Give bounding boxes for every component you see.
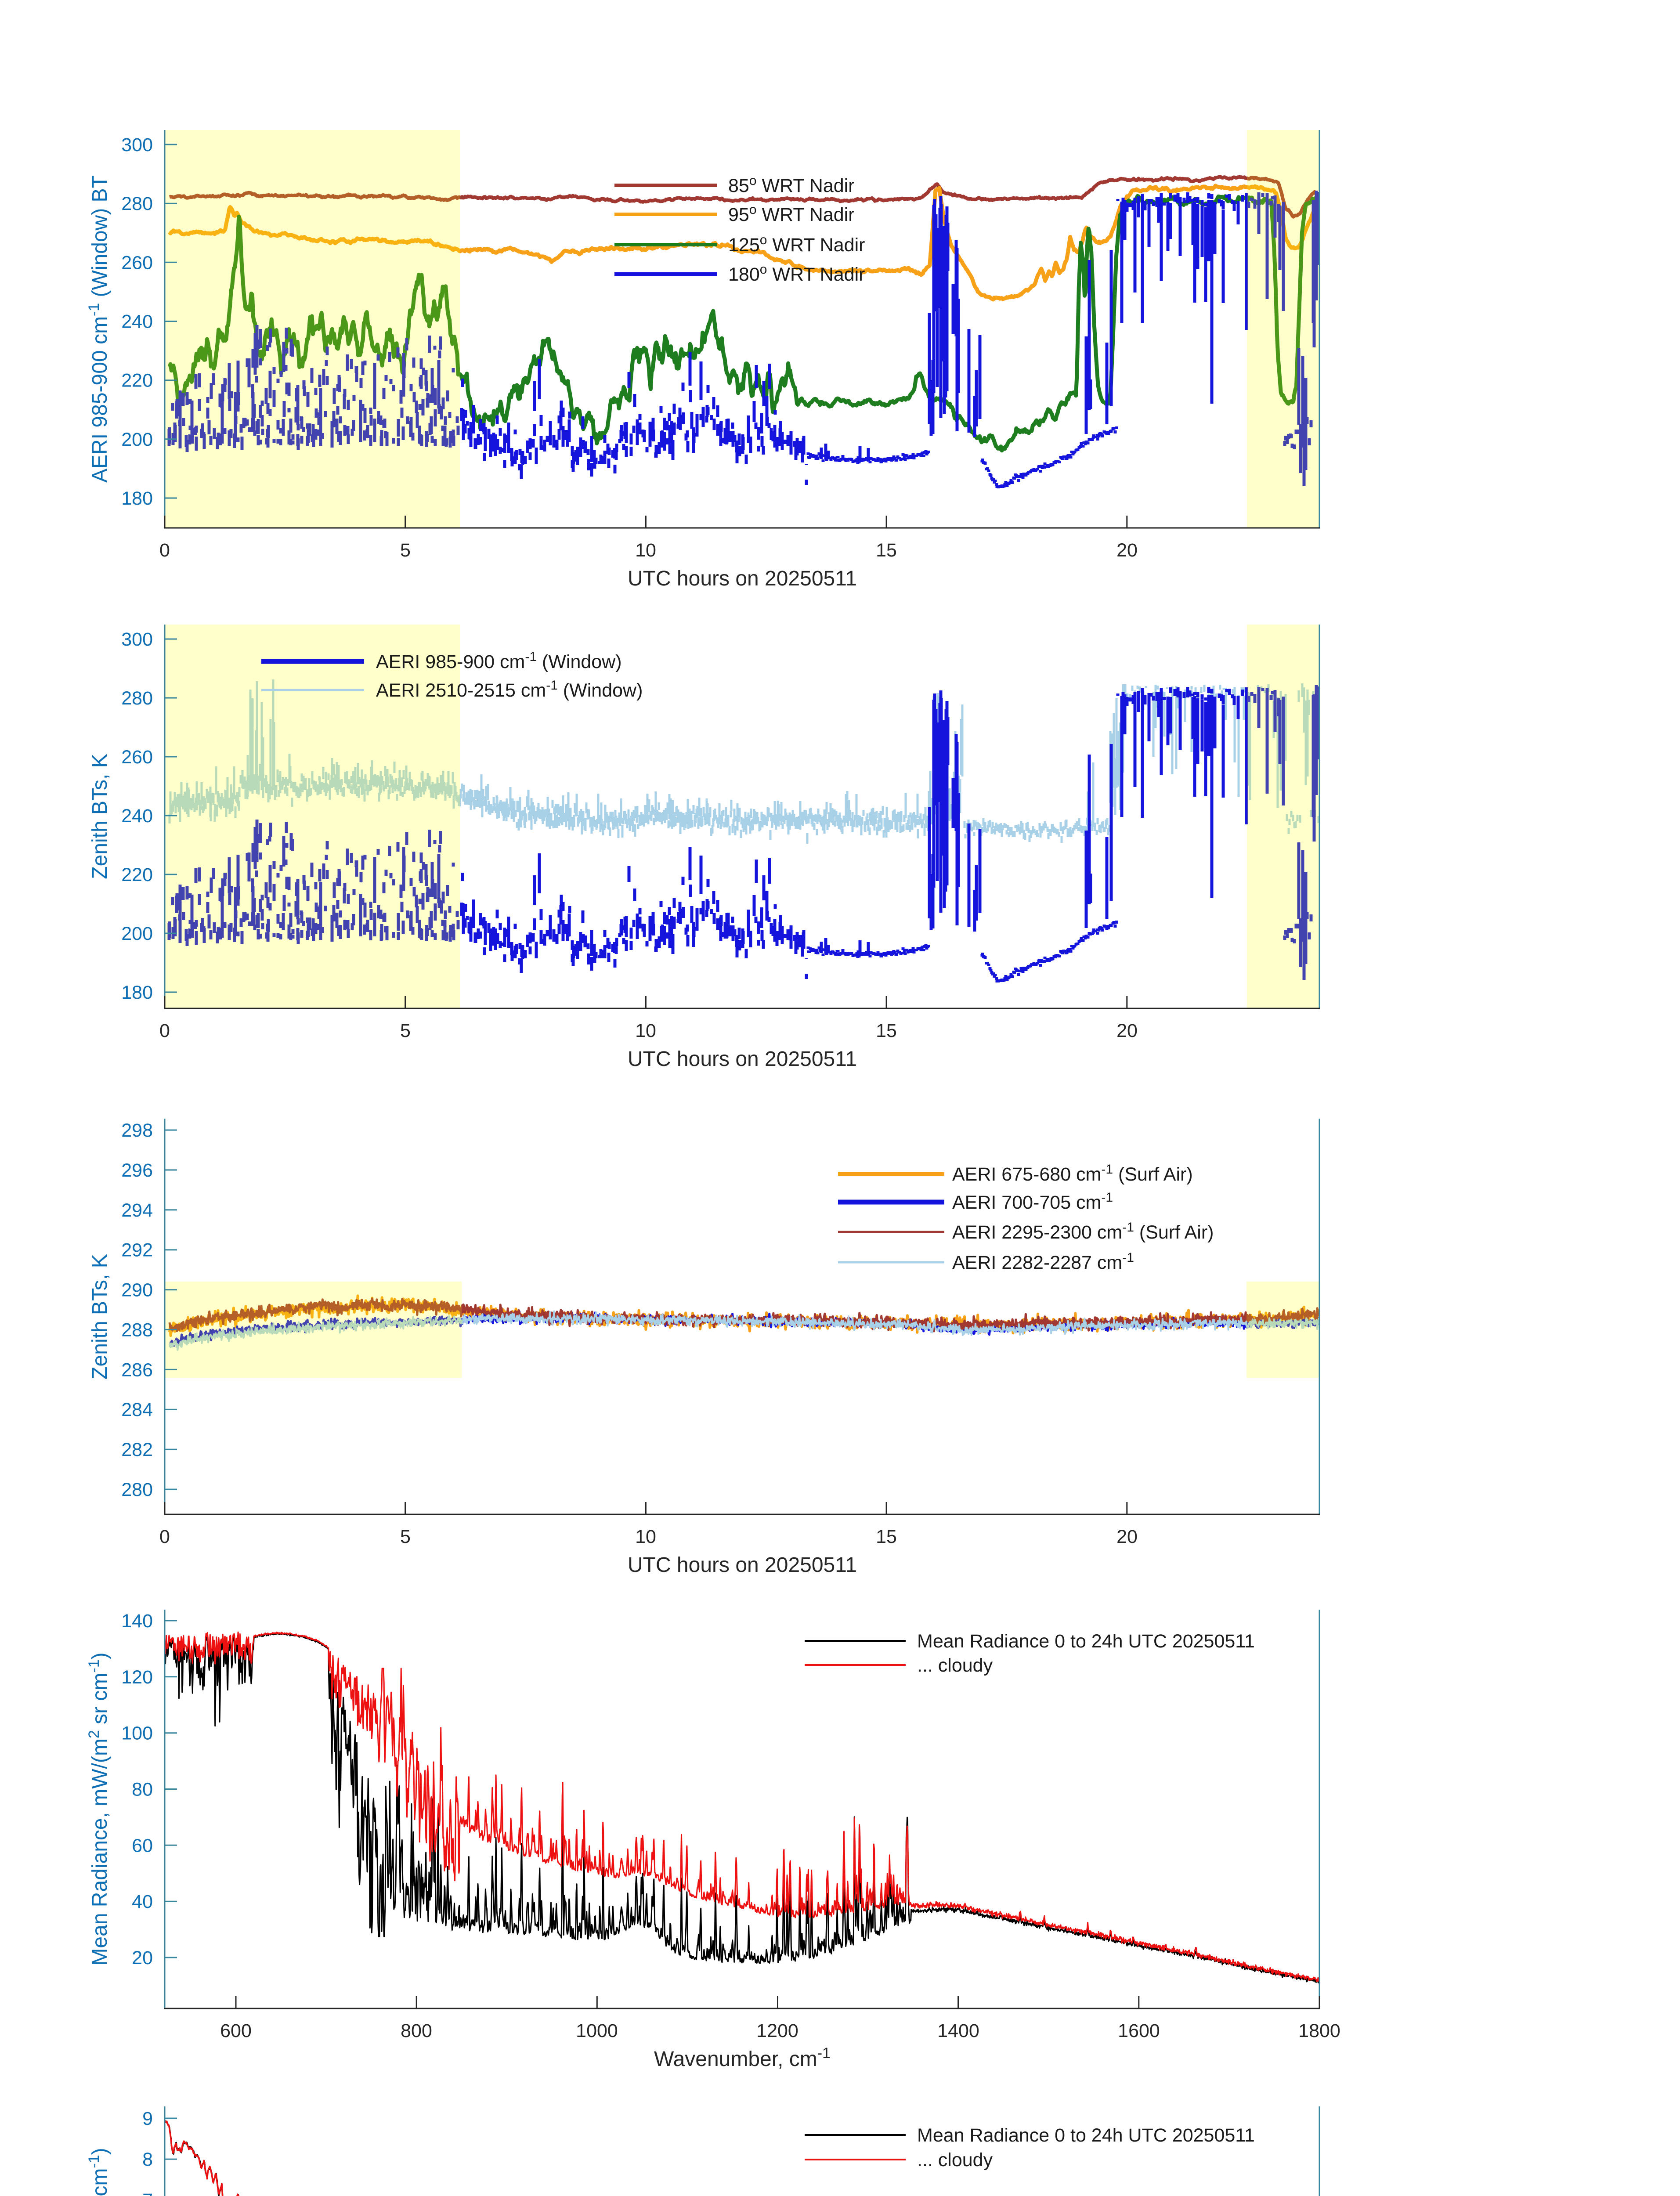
svg-text:300: 300 [121,134,153,155]
svg-text:20: 20 [1116,1526,1138,1547]
svg-text:5: 5 [400,1526,411,1547]
svg-text:290: 290 [121,1280,153,1301]
svg-text:Mean Radiance 0 to 24h UTC 202: Mean Radiance 0 to 24h UTC 20250511 [917,1631,1255,1652]
svg-text:UTC hours on 20250511: UTC hours on 20250511 [628,567,857,590]
svg-text:0: 0 [159,1526,170,1547]
svg-text:20: 20 [1116,540,1138,561]
svg-text:280: 280 [121,688,153,709]
svg-text:120: 120 [121,1667,153,1688]
svg-text:Wavenumber, cm-1: Wavenumber, cm-1 [654,2045,831,2071]
svg-text:85o WRT Nadir: 85o WRT Nadir [728,173,855,196]
svg-text:1400: 1400 [937,2020,979,2041]
svg-text:296: 296 [121,1160,153,1181]
svg-text:Zenith BTs, K: Zenith BTs, K [88,1254,112,1379]
svg-text:180o WRT Nadir: 180o WRT Nadir [728,262,865,285]
svg-text:8: 8 [142,2149,153,2170]
svg-text:282: 282 [121,1439,153,1460]
svg-text:240: 240 [121,805,153,827]
svg-text:... cloudy: ... cloudy [917,1655,993,1676]
svg-text:Zenith BTs, K: Zenith BTs, K [88,754,112,879]
svg-text:284: 284 [121,1399,153,1420]
svg-text:280: 280 [121,193,153,214]
svg-text:140: 140 [121,1611,153,1632]
svg-text:800: 800 [401,2020,432,2041]
svg-text:Mean Radiance, mW/(m2 sr cm-1): Mean Radiance, mW/(m2 sr cm-1) [86,2148,112,2196]
svg-text:7: 7 [142,2190,153,2196]
svg-text:298: 298 [121,1120,153,1141]
svg-text:260: 260 [121,747,153,768]
svg-text:60: 60 [132,1835,153,1856]
svg-text:5: 5 [400,1020,411,1041]
svg-text:292: 292 [121,1240,153,1261]
svg-text:20: 20 [1116,1020,1138,1041]
svg-text:286: 286 [121,1359,153,1380]
svg-text:180: 180 [121,488,153,509]
svg-text:... cloudy: ... cloudy [917,2149,993,2171]
svg-text:1200: 1200 [756,2020,798,2041]
svg-text:10: 10 [635,1020,656,1041]
svg-text:10: 10 [635,1526,656,1547]
svg-text:1600: 1600 [1118,2020,1160,2041]
svg-text:125o WRT Nadir: 125o WRT Nadir [728,233,865,256]
svg-text:300: 300 [121,629,153,650]
svg-text:0: 0 [159,1020,170,1041]
svg-text:40: 40 [132,1891,153,1912]
svg-text:15: 15 [876,1526,897,1547]
svg-text:5: 5 [400,540,411,561]
svg-text:15: 15 [876,1020,897,1041]
svg-text:95o WRT Nadir: 95o WRT Nadir [728,202,855,225]
svg-text:200: 200 [121,429,153,450]
svg-text:Mean Radiance 0 to 24h UTC 202: Mean Radiance 0 to 24h UTC 20250511 [917,2125,1255,2146]
svg-text:UTC hours on 20250511: UTC hours on 20250511 [628,1047,857,1071]
svg-text:Mean Radiance, mW/(m2 sr cm-1): Mean Radiance, mW/(m2 sr cm-1) [86,1652,112,1965]
svg-text:UTC hours on 20250511: UTC hours on 20250511 [628,1553,857,1577]
svg-text:1800: 1800 [1298,2020,1340,2041]
svg-text:AERI 985-900 cm-1 (Window): AERI 985-900 cm-1 (Window) [376,650,622,672]
svg-text:280: 280 [121,1479,153,1500]
svg-text:288: 288 [121,1319,153,1340]
svg-text:AERI 675-680 cm-1 (Surf Air): AERI 675-680 cm-1 (Surf Air) [952,1162,1193,1185]
svg-text:80: 80 [132,1779,153,1800]
svg-text:AERI 2295-2300 cm-1 (Surf Air): AERI 2295-2300 cm-1 (Surf Air) [952,1220,1214,1243]
svg-text:220: 220 [121,370,153,391]
svg-text:100: 100 [121,1723,153,1744]
svg-text:600: 600 [220,2020,252,2041]
svg-text:10: 10 [635,540,656,561]
svg-text:180: 180 [121,982,153,1003]
svg-text:9: 9 [142,2108,153,2129]
svg-text:260: 260 [121,252,153,273]
svg-text:AERI 985-900 cm-1 (Window) BT: AERI 985-900 cm-1 (Window) BT [86,175,112,483]
svg-text:AERI 2510-2515 cm-1 (Window): AERI 2510-2515 cm-1 (Window) [376,678,643,701]
svg-text:0: 0 [159,540,170,561]
svg-text:20: 20 [132,1947,153,1968]
svg-text:220: 220 [121,864,153,885]
svg-text:15: 15 [876,540,897,561]
svg-text:1000: 1000 [576,2020,618,2041]
svg-text:AERI 2282-2287 cm-1: AERI 2282-2287 cm-1 [952,1250,1134,1273]
svg-text:200: 200 [121,923,153,944]
svg-text:AERI 700-705 cm-1: AERI 700-705 cm-1 [952,1190,1113,1213]
svg-text:240: 240 [121,311,153,332]
svg-text:294: 294 [121,1200,153,1221]
